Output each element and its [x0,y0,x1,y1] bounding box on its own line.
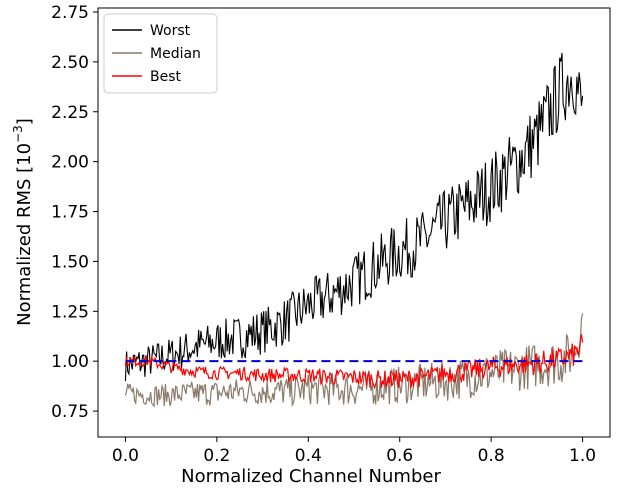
x-tick-label: 0.8 [478,446,505,466]
legend: Worst Median Best [103,13,218,94]
y-axis-label: Normalized RMS [10−3] [11,118,35,326]
x-tick-label: 0.0 [112,446,139,466]
y-tick-label: 2.50 [51,53,89,73]
y-tick-label: 1.75 [51,203,89,223]
series-line-median [124,313,584,408]
legend-label-worst: Worst [150,23,191,39]
y-tick-label: 1.50 [51,252,89,272]
y-tick-label: 1.25 [51,302,89,322]
y-axis-ticks: 0.75 1.00 1.25 1.50 1.75 2.00 2.25 2.50 2.75 [51,3,98,422]
x-tick-label: 0.2 [203,446,230,466]
x-tick-label: 1.0 [569,446,596,466]
plot-frame [97,7,611,438]
legend-box [103,13,218,94]
y-tick-label: 2.25 [51,103,89,123]
y-tick-label: 2.00 [51,153,89,173]
series-line-best [124,334,584,390]
plot-lines [124,52,584,408]
legend-label-best: Best [150,69,182,85]
x-tick-label: 0.4 [295,446,322,466]
y-tick-label: 0.75 [51,402,89,422]
y-tick-label: 1.00 [51,352,89,372]
x-axis-label: Normalized Channel Number [181,466,441,487]
y-axis-label-exponent: −3 [11,125,25,143]
y-tick-label: 2.75 [51,3,89,23]
x-axis-ticks: 0.0 0.2 0.4 0.6 0.8 1.0 [112,437,596,466]
legend-label-median: Median [150,46,201,62]
x-tick-label: 0.6 [386,446,413,466]
series-line-worst [124,52,584,382]
y-axis-label-end: ] [14,118,35,125]
